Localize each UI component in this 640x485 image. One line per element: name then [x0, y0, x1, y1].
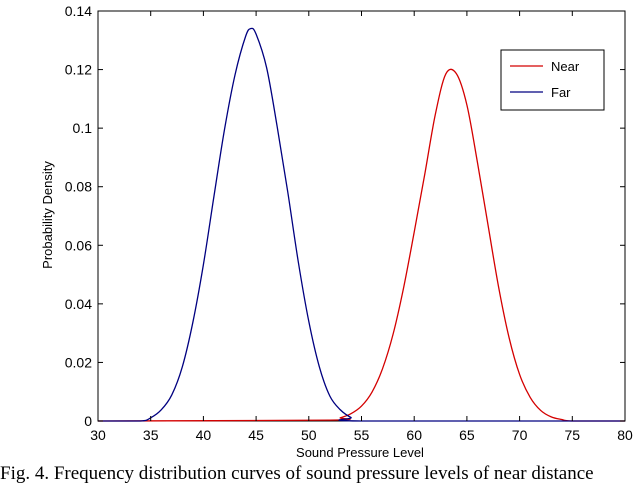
- x-tick-label: 75: [565, 427, 581, 443]
- y-axis-label: Probability Density: [40, 161, 55, 269]
- x-tick-label: 30: [90, 427, 106, 443]
- legend: Near Far: [500, 49, 605, 111]
- x-tick-label: 50: [301, 427, 317, 443]
- probability-density-chart: 30 35 40 45 50 55 60 65 70 75 80 0 0.02 0.04 0.06 0.08 0…: [40, 3, 633, 460]
- x-tick-label: 65: [459, 427, 475, 443]
- x-axis-label: Sound Pressure Level: [296, 445, 424, 460]
- series-line-far: [97, 27, 625, 422]
- y-tick-label: 0.14: [65, 3, 92, 19]
- figure-caption: Fig. 4. Frequency distribution curves of…: [0, 463, 594, 484]
- x-tick-label: 55: [354, 427, 370, 443]
- y-tick-label: 0.12: [65, 62, 92, 78]
- x-tick-label: 40: [196, 427, 212, 443]
- legend-box: [500, 49, 605, 111]
- legend-far-label: Far: [551, 85, 571, 100]
- ticks-layer: 30 35 40 45 50 55 60 65 70 75 80 0 0.02 0.04 0.06 0.08 0…: [65, 3, 633, 443]
- y-tick-label: 0.08: [65, 179, 92, 195]
- series-line-near: [97, 68, 625, 422]
- y-tick-label: 0.06: [65, 237, 92, 253]
- x-tick-label: 45: [248, 427, 264, 443]
- y-tick-label: 0.04: [65, 296, 92, 312]
- x-tick-label: 70: [512, 427, 528, 443]
- y-tick-label: 0: [84, 413, 92, 429]
- y-tick-label: 0.02: [65, 354, 92, 370]
- y-tick-label: 0.1: [73, 120, 93, 136]
- series-layer: [97, 27, 625, 422]
- x-tick-label: 35: [143, 427, 159, 443]
- x-tick-label: 60: [406, 427, 422, 443]
- legend-near-label: Near: [551, 59, 580, 74]
- x-tick-label: 80: [617, 427, 633, 443]
